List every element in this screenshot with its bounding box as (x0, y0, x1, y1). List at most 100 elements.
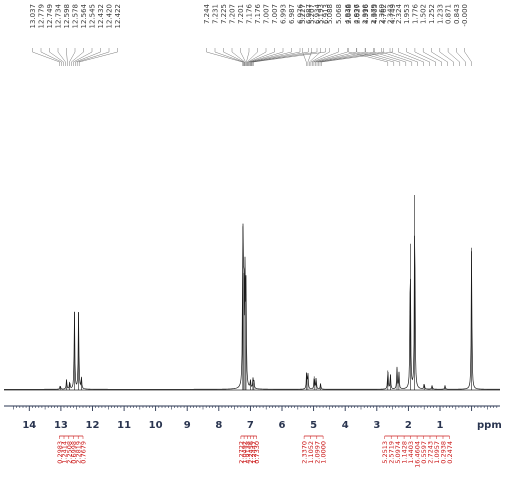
integral-value-label: 2.7243 (427, 441, 435, 464)
peak-label-leader (250, 48, 301, 66)
peak-shift-label: 6.987 (288, 4, 296, 24)
peak-label-leader (240, 48, 246, 66)
x-tick-label: 1 (437, 420, 444, 431)
integral-value-label: 2.5719 (388, 441, 396, 464)
peak-label-leader (456, 48, 466, 66)
peak-shift-label: 13.037 (29, 4, 37, 29)
peak-shift-label: 12.578 (72, 4, 80, 29)
integral-value-label: 0.2474 (446, 441, 454, 464)
peak-label-leader (206, 48, 243, 66)
peak-shift-label: 0.871 (445, 4, 453, 24)
x-axis-ticks: 14 13 12 11 10 9 8 7 6 5 4 3 2 1 (13, 406, 498, 431)
peak-label-leader (414, 48, 436, 66)
integral-value-label: 1.0957 (433, 441, 441, 464)
integral-value-label: 2.2819 (75, 441, 83, 464)
x-tick-label: 11 (117, 420, 131, 431)
x-tick-label: 5 (310, 420, 317, 431)
peak-shift-label: 2.343 (387, 4, 395, 24)
peak-label-leader (249, 48, 284, 66)
peak-label-leader (246, 48, 250, 66)
peak-label-leader (66, 48, 68, 66)
peak-shift-label: 5.068 (335, 4, 343, 24)
x-axis-unit-label: ppm (477, 420, 502, 431)
integral-value-label: 2.2456 (247, 441, 255, 464)
peak-shift-label: 2.648 (345, 4, 353, 24)
peak-label-leader (71, 48, 84, 66)
peak-shift-label: 1.502 (420, 4, 428, 24)
peak-shift-label: 2.379 (370, 4, 378, 24)
peak-shift-label: 1.953 (403, 4, 411, 24)
x-tick-label: 14 (22, 420, 36, 431)
peak-label-leader (313, 48, 348, 66)
peak-shift-label: 12.598 (63, 4, 71, 29)
peak-labels-layer: 13.037 12.779 12.749 12.734 12.598 12.578 12.5… (29, 3, 472, 66)
peak-label-leader (321, 48, 393, 66)
integral-value-label: 2.0997 (313, 441, 321, 464)
integral-value-label: 2.2508 (65, 441, 73, 464)
peak-label-leader (423, 48, 442, 66)
peak-shift-label: 4.905 (371, 4, 379, 24)
peak-label-leader (249, 48, 292, 66)
peak-label-leader (364, 48, 400, 66)
peak-label-leader (318, 48, 375, 66)
peak-label-leader (319, 48, 384, 66)
peak-label-leader (348, 48, 388, 66)
peak-shift-label: 2.627 (353, 4, 361, 24)
peak-label-leader (78, 48, 118, 66)
peak-label-leader (73, 48, 93, 66)
peak-shift-label: 7.207 (229, 4, 237, 24)
peak-label-leader (252, 48, 318, 66)
peak-label-leader (309, 48, 321, 66)
peak-label-leader (248, 48, 275, 66)
peak-shift-label: 12.734 (55, 3, 63, 28)
peak-label-leader (373, 48, 406, 66)
x-tick-label: 8 (215, 420, 222, 431)
peak-label-leader (312, 48, 339, 66)
peak-label-leader (253, 48, 326, 66)
peak-shift-label: 7.231 (212, 4, 220, 24)
peak-shift-label: 5.207 (308, 4, 316, 24)
x-tick-label: 2 (405, 420, 412, 431)
peak-shift-label: 1.233 (436, 4, 444, 24)
x-tick-label: 4 (342, 420, 349, 431)
peak-shift-label: 6.976 (297, 3, 305, 24)
peak-shift-label: 2.360 (378, 4, 386, 24)
integral-value-label: 1.4403 (407, 441, 415, 464)
integral-value-label: 0.5597 (420, 441, 428, 464)
peak-shift-label: 7.201 (237, 4, 245, 24)
peak-label-leader (310, 48, 330, 66)
peak-label-leader (316, 48, 366, 66)
peak-label-leader (439, 48, 454, 66)
integral-value-label: 1.1052 (307, 441, 315, 464)
x-tick-label: 10 (149, 420, 163, 431)
peak-label-leader (57, 48, 66, 66)
integral-value-label: 0.2983 (56, 441, 64, 464)
peak-label-leader (251, 48, 309, 66)
integral-value-label: 0.6998 (70, 441, 78, 464)
integral-value-label: 0.7679 (80, 441, 88, 464)
integral-value-label: 1.2447 (250, 441, 258, 464)
peak-label-leader (49, 48, 64, 66)
integral-value-label: 2.3370 (301, 441, 309, 464)
peak-shift-label: 12.545 (89, 4, 97, 29)
peak-shift-label: 7.244 (203, 3, 211, 24)
peak-shift-label: 0.843 (453, 4, 461, 24)
peak-label-leader (398, 48, 424, 66)
integral-value-label: 0.7330 (253, 441, 261, 464)
peak-shift-label: 12.749 (46, 4, 54, 29)
peak-label-leader (464, 48, 472, 66)
peak-shift-label: 12.420 (106, 4, 114, 29)
integral-value-label: 1.0492 (241, 441, 249, 464)
peak-shift-label: 4.749 (389, 4, 397, 24)
peak-shift-label: 6.993 (280, 4, 288, 24)
peak-shift-label: 4.936 (353, 3, 361, 24)
integral-value-label: 4.9138 (244, 441, 252, 464)
peak-shift-label: 5.193 (317, 4, 325, 24)
integral-value-label: 2.2722 (237, 441, 245, 464)
peak-label-leader (447, 48, 460, 66)
peak-shift-label: 7.176 (254, 3, 262, 24)
integral-value-label: 16.4604 (414, 441, 422, 468)
x-tick-label: 7 (247, 420, 254, 431)
